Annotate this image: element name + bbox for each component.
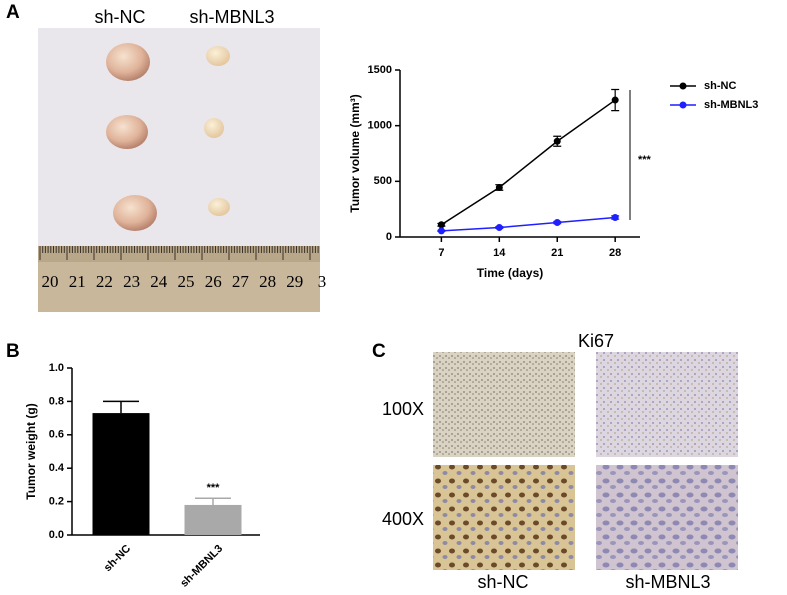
y-tick-label: 0.2 bbox=[49, 496, 64, 508]
annotation: *** bbox=[638, 154, 652, 166]
row-label: 100X bbox=[382, 399, 424, 419]
tumor-photo bbox=[38, 28, 320, 312]
group-label: sh-NC bbox=[94, 7, 145, 27]
y-tick-label: 0.8 bbox=[49, 395, 64, 407]
error-bar bbox=[195, 497, 231, 505]
panel-label: C bbox=[372, 341, 386, 362]
ruler-label: 21 bbox=[69, 272, 86, 291]
y-tick-label: 1500 bbox=[368, 64, 392, 76]
x-tick-label: sh-MBNL3 bbox=[178, 543, 225, 590]
y-tick-label: 500 bbox=[374, 175, 392, 187]
y-tick-label: 0.4 bbox=[49, 462, 65, 474]
ruler-label: 20 bbox=[42, 272, 59, 291]
y-tick-label: 0 bbox=[386, 231, 392, 243]
y-axis-title: Tumor weight (g) bbox=[24, 403, 38, 499]
column-label: sh-NC bbox=[477, 572, 528, 592]
data-point bbox=[437, 221, 445, 229]
y-tick-label: 0.0 bbox=[49, 529, 64, 541]
ruler-label: 22 bbox=[96, 272, 113, 291]
data-point bbox=[495, 183, 503, 191]
y-tick-label: 1.0 bbox=[49, 362, 64, 374]
panel-label: A bbox=[6, 2, 20, 23]
ruler-label: 24 bbox=[150, 272, 168, 291]
data-point bbox=[611, 214, 619, 222]
y-axis-title: Tumor volume (mm³) bbox=[348, 94, 362, 212]
group-label: sh-MBNL3 bbox=[189, 7, 274, 27]
bar bbox=[184, 504, 242, 535]
series-line bbox=[441, 216, 616, 232]
x-tick-label: 28 bbox=[609, 247, 621, 259]
ruler-label: 3 bbox=[318, 272, 327, 291]
error-bar bbox=[103, 400, 139, 414]
micrograph-title: Ki67 bbox=[578, 331, 614, 351]
data-point bbox=[553, 219, 561, 227]
data-point bbox=[495, 224, 503, 232]
micrograph bbox=[433, 465, 575, 570]
ruler-label: 28 bbox=[259, 272, 276, 291]
micrograph bbox=[596, 352, 738, 457]
legend-label: sh-NC bbox=[704, 80, 736, 92]
ruler-label: 29 bbox=[286, 272, 303, 291]
ruler-label: 23 bbox=[123, 272, 140, 291]
ruler-label: 25 bbox=[178, 272, 195, 291]
data-point bbox=[611, 96, 619, 104]
legend-marker bbox=[679, 82, 687, 90]
annotation: *** bbox=[207, 482, 221, 494]
ruler-label: 26 bbox=[205, 272, 222, 291]
bar bbox=[92, 413, 150, 535]
data-point bbox=[437, 227, 445, 235]
y-tick-label: 0.6 bbox=[49, 429, 64, 441]
x-tick-label: 14 bbox=[493, 247, 506, 259]
series-line bbox=[440, 99, 616, 226]
legend-marker bbox=[679, 101, 687, 109]
y-tick-label: 1000 bbox=[368, 120, 392, 132]
micrograph bbox=[433, 352, 575, 457]
x-tick-label: 21 bbox=[551, 247, 563, 259]
legend-label: sh-MBNL3 bbox=[704, 99, 758, 111]
panel-label: B bbox=[6, 341, 20, 362]
x-axis-title: Time (days) bbox=[477, 266, 543, 280]
data-point bbox=[553, 137, 561, 145]
column-label: sh-MBNL3 bbox=[625, 572, 710, 592]
x-tick-label: 7 bbox=[438, 247, 444, 259]
row-label: 400X bbox=[382, 509, 424, 529]
x-tick-label: sh-NC bbox=[102, 543, 133, 574]
ruler-label: 27 bbox=[232, 272, 250, 291]
micrograph bbox=[596, 465, 738, 570]
